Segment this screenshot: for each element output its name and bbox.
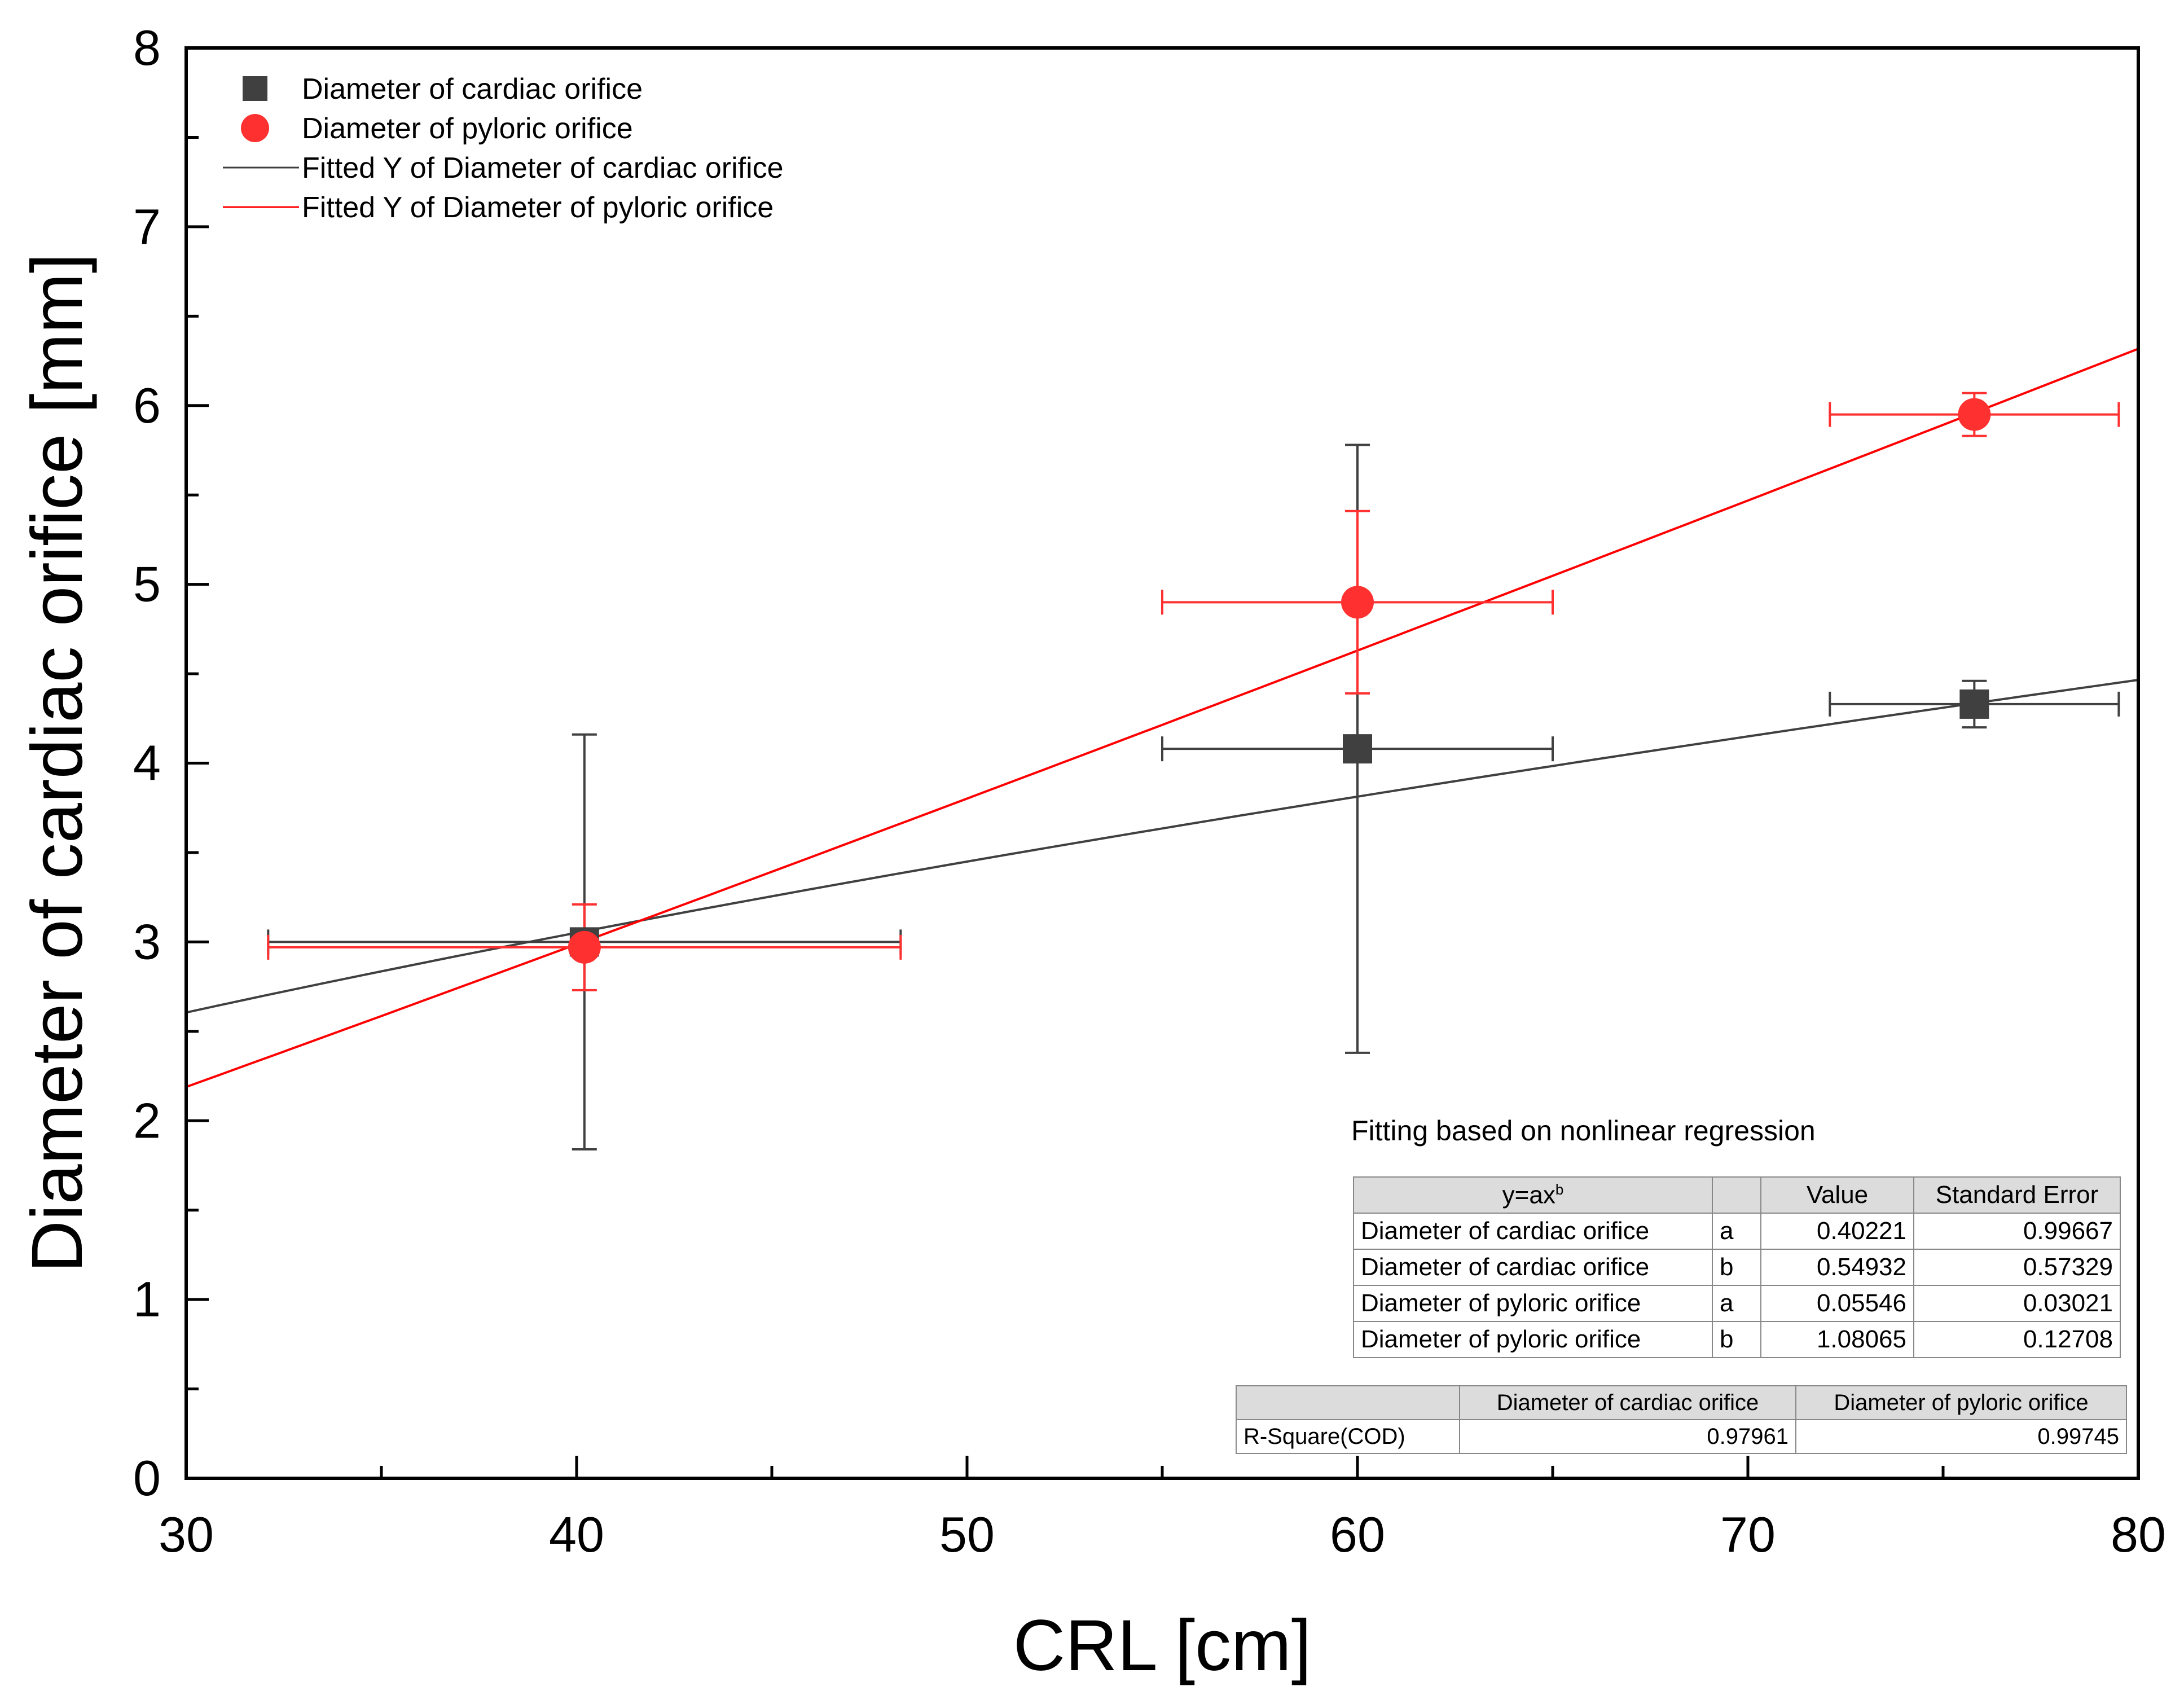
rsq-value-pyloric: 0.99745 bbox=[1795, 1419, 2127, 1454]
row-param: a bbox=[1712, 1213, 1761, 1250]
fit-line-pyloric bbox=[186, 348, 2139, 1088]
row-value: 0.40221 bbox=[1760, 1213, 1914, 1250]
y-tick-label: 7 bbox=[133, 199, 161, 254]
row-name: Diameter of pyloric orifice bbox=[1353, 1285, 1713, 1322]
y-tick-label: 5 bbox=[133, 556, 161, 612]
params-header-row: y=axb Value Standard Error bbox=[1353, 1176, 2121, 1214]
rsq-value-cardiac: 0.97961 bbox=[1459, 1419, 1796, 1454]
data-markers bbox=[568, 398, 1991, 964]
table-row: Diameter of cardiac orifice a 0.40221 0.… bbox=[1353, 1213, 2121, 1250]
table-row: Diameter of pyloric orifice a 0.05546 0.… bbox=[1353, 1285, 2121, 1322]
row-value: 1.08065 bbox=[1760, 1321, 1914, 1358]
x-tick-label: 50 bbox=[939, 1507, 995, 1562]
legend-label-pyloric: Diameter of pyloric orifice bbox=[302, 112, 633, 145]
y-tick-label: 0 bbox=[133, 1450, 161, 1506]
data-point-pyloric bbox=[1958, 398, 1991, 431]
data-point-pyloric bbox=[1341, 586, 1374, 619]
y-tick-label: 4 bbox=[133, 735, 161, 791]
rsq-header-pyloric: Diameter of pyloric orifice bbox=[1795, 1385, 2127, 1420]
rsq-header-row: Diameter of cardiac orifice Diameter of … bbox=[1236, 1385, 2127, 1420]
x-tick-label: 60 bbox=[1330, 1507, 1385, 1562]
row-param: a bbox=[1712, 1285, 1761, 1322]
params-header-model: y=axb bbox=[1353, 1176, 1713, 1214]
legend: Diameter of cardiac orifice Diameter of … bbox=[223, 73, 784, 224]
y-tick-label: 2 bbox=[133, 1092, 161, 1148]
legend-square-marker bbox=[243, 76, 267, 101]
row-stderr: 0.57329 bbox=[1913, 1249, 2121, 1286]
x-tick-label: 70 bbox=[1720, 1507, 1776, 1562]
row-stderr: 0.03021 bbox=[1913, 1285, 2121, 1322]
y-axis-title: Diameter of cardiac orifice [mm] bbox=[17, 253, 98, 1273]
row-name: Diameter of pyloric orifice bbox=[1353, 1321, 1713, 1358]
x-tick-label: 80 bbox=[2111, 1507, 2166, 1562]
axis-ticks bbox=[184, 46, 2140, 1480]
row-param: b bbox=[1712, 1321, 1761, 1358]
r-square-table: Diameter of cardiac orifice Diameter of … bbox=[1236, 1385, 2127, 1454]
row-stderr: 0.12708 bbox=[1913, 1321, 2121, 1358]
fit-lines bbox=[186, 348, 2139, 1088]
row-value: 0.54932 bbox=[1760, 1249, 1914, 1286]
tick-labels: 30 40 50 60 70 80 0 1 2 3 4 5 6 7 8 bbox=[133, 20, 2166, 1562]
fit-parameters-table: y=axb Value Standard Error Diameter of c… bbox=[1353, 1176, 2121, 1358]
legend-label-cardiac: Diameter of cardiac orifice bbox=[302, 73, 643, 106]
data-point-cardiac bbox=[1343, 734, 1372, 764]
data-point-cardiac bbox=[1959, 689, 1989, 719]
fit-line-cardiac bbox=[186, 679, 2139, 1014]
params-header-value: Value bbox=[1760, 1176, 1914, 1214]
table-row: Diameter of pyloric orifice b 1.08065 0.… bbox=[1353, 1321, 2121, 1358]
row-name: Diameter of cardiac orifice bbox=[1353, 1213, 1713, 1250]
y-tick-label: 1 bbox=[133, 1271, 161, 1327]
rsq-header-corner bbox=[1236, 1385, 1460, 1420]
data-point-pyloric bbox=[568, 930, 601, 964]
y-tick-label: 8 bbox=[133, 20, 161, 76]
legend-label-fit-cardiac: Fitted Y of Diameter of cardiac orifice bbox=[302, 152, 784, 185]
fit-caption: Fitting based on nonlinear regression bbox=[1351, 1115, 1816, 1147]
legend-circle-marker bbox=[241, 114, 269, 142]
error-bars bbox=[267, 392, 2120, 1150]
row-name: Diameter of cardiac orifice bbox=[1353, 1249, 1713, 1286]
table-row: Diameter of cardiac orifice b 0.54932 0.… bbox=[1353, 1249, 2121, 1286]
row-param: b bbox=[1712, 1249, 1761, 1286]
rsq-row-label: R-Square(COD) bbox=[1236, 1419, 1460, 1454]
x-tick-label: 30 bbox=[159, 1507, 214, 1562]
legend-label-fit-pyloric: Fitted Y of Diameter of pyloric orifice bbox=[302, 191, 774, 224]
table-row: R-Square(COD) 0.97961 0.99745 bbox=[1236, 1419, 2127, 1454]
x-axis-title: CRL [cm] bbox=[1013, 1605, 1312, 1686]
y-tick-label: 3 bbox=[133, 914, 161, 969]
row-stderr: 0.99667 bbox=[1913, 1213, 2121, 1250]
x-tick-label: 40 bbox=[549, 1507, 604, 1562]
rsq-header-cardiac: Diameter of cardiac orifice bbox=[1459, 1385, 1796, 1420]
y-tick-label: 6 bbox=[133, 377, 161, 433]
row-value: 0.05546 bbox=[1760, 1285, 1914, 1322]
params-header-stderr: Standard Error bbox=[1913, 1176, 2121, 1214]
params-header-param bbox=[1712, 1176, 1761, 1214]
